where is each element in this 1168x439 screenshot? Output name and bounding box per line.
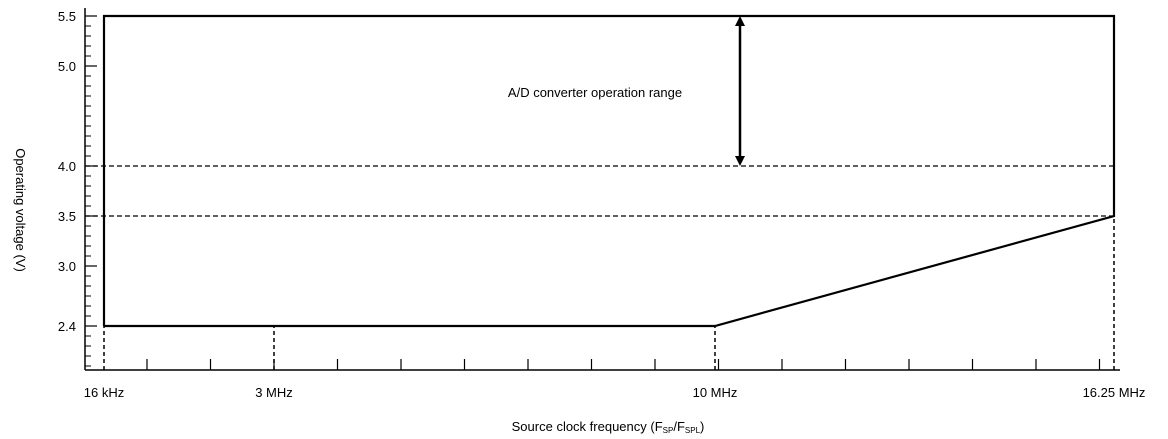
- x-axis-label-mid: /F: [673, 419, 685, 434]
- x-axis-label-sub2: SPL: [685, 426, 701, 435]
- x-tick-labels: 16 kHz 3 MHz 10 MHz 16.25 MHz: [84, 385, 1146, 400]
- axes: [84, 8, 1120, 371]
- y-tick-label: 5.0: [58, 59, 76, 74]
- y-tick-label: 5.5: [58, 9, 76, 24]
- x-axis-label-sub1: SP: [663, 426, 674, 435]
- x-tick-label: 10 MHz: [693, 385, 738, 400]
- reference-lines: [85, 165, 1114, 217]
- y-tick-label: 3.0: [58, 259, 76, 274]
- y-tick-labels: 5.5 5.0 4.0 3.5 3.0 2.4: [58, 9, 76, 334]
- x-axis-label-main: Source clock frequency (F: [512, 419, 663, 434]
- x-tick-label: 16 kHz: [84, 385, 124, 400]
- x-guide-lines: [103, 216, 1115, 370]
- annotation-arrow-head-top: [735, 16, 745, 26]
- x-tick-label: 16.25 MHz: [1083, 385, 1146, 400]
- y-tick-label: 2.4: [58, 319, 76, 334]
- x-tick-label: 3 MHz: [255, 385, 293, 400]
- operating-region-outline: [102, 14, 1116, 328]
- x-axis-label: Source clock frequency (FSP/FSPL): [512, 419, 705, 435]
- y-tick-label: 4.0: [58, 159, 76, 174]
- annotation-label: A/D converter operation range: [508, 85, 682, 100]
- annotation-arrow-head-bottom: [735, 156, 745, 166]
- operating-region: [102, 14, 1116, 328]
- y-tick-label: 3.5: [58, 209, 76, 224]
- annotation: A/D converter operation range: [508, 16, 745, 166]
- x-axis-label-end: ): [700, 419, 704, 434]
- y-axis-label: Operating voltage (V): [13, 148, 28, 272]
